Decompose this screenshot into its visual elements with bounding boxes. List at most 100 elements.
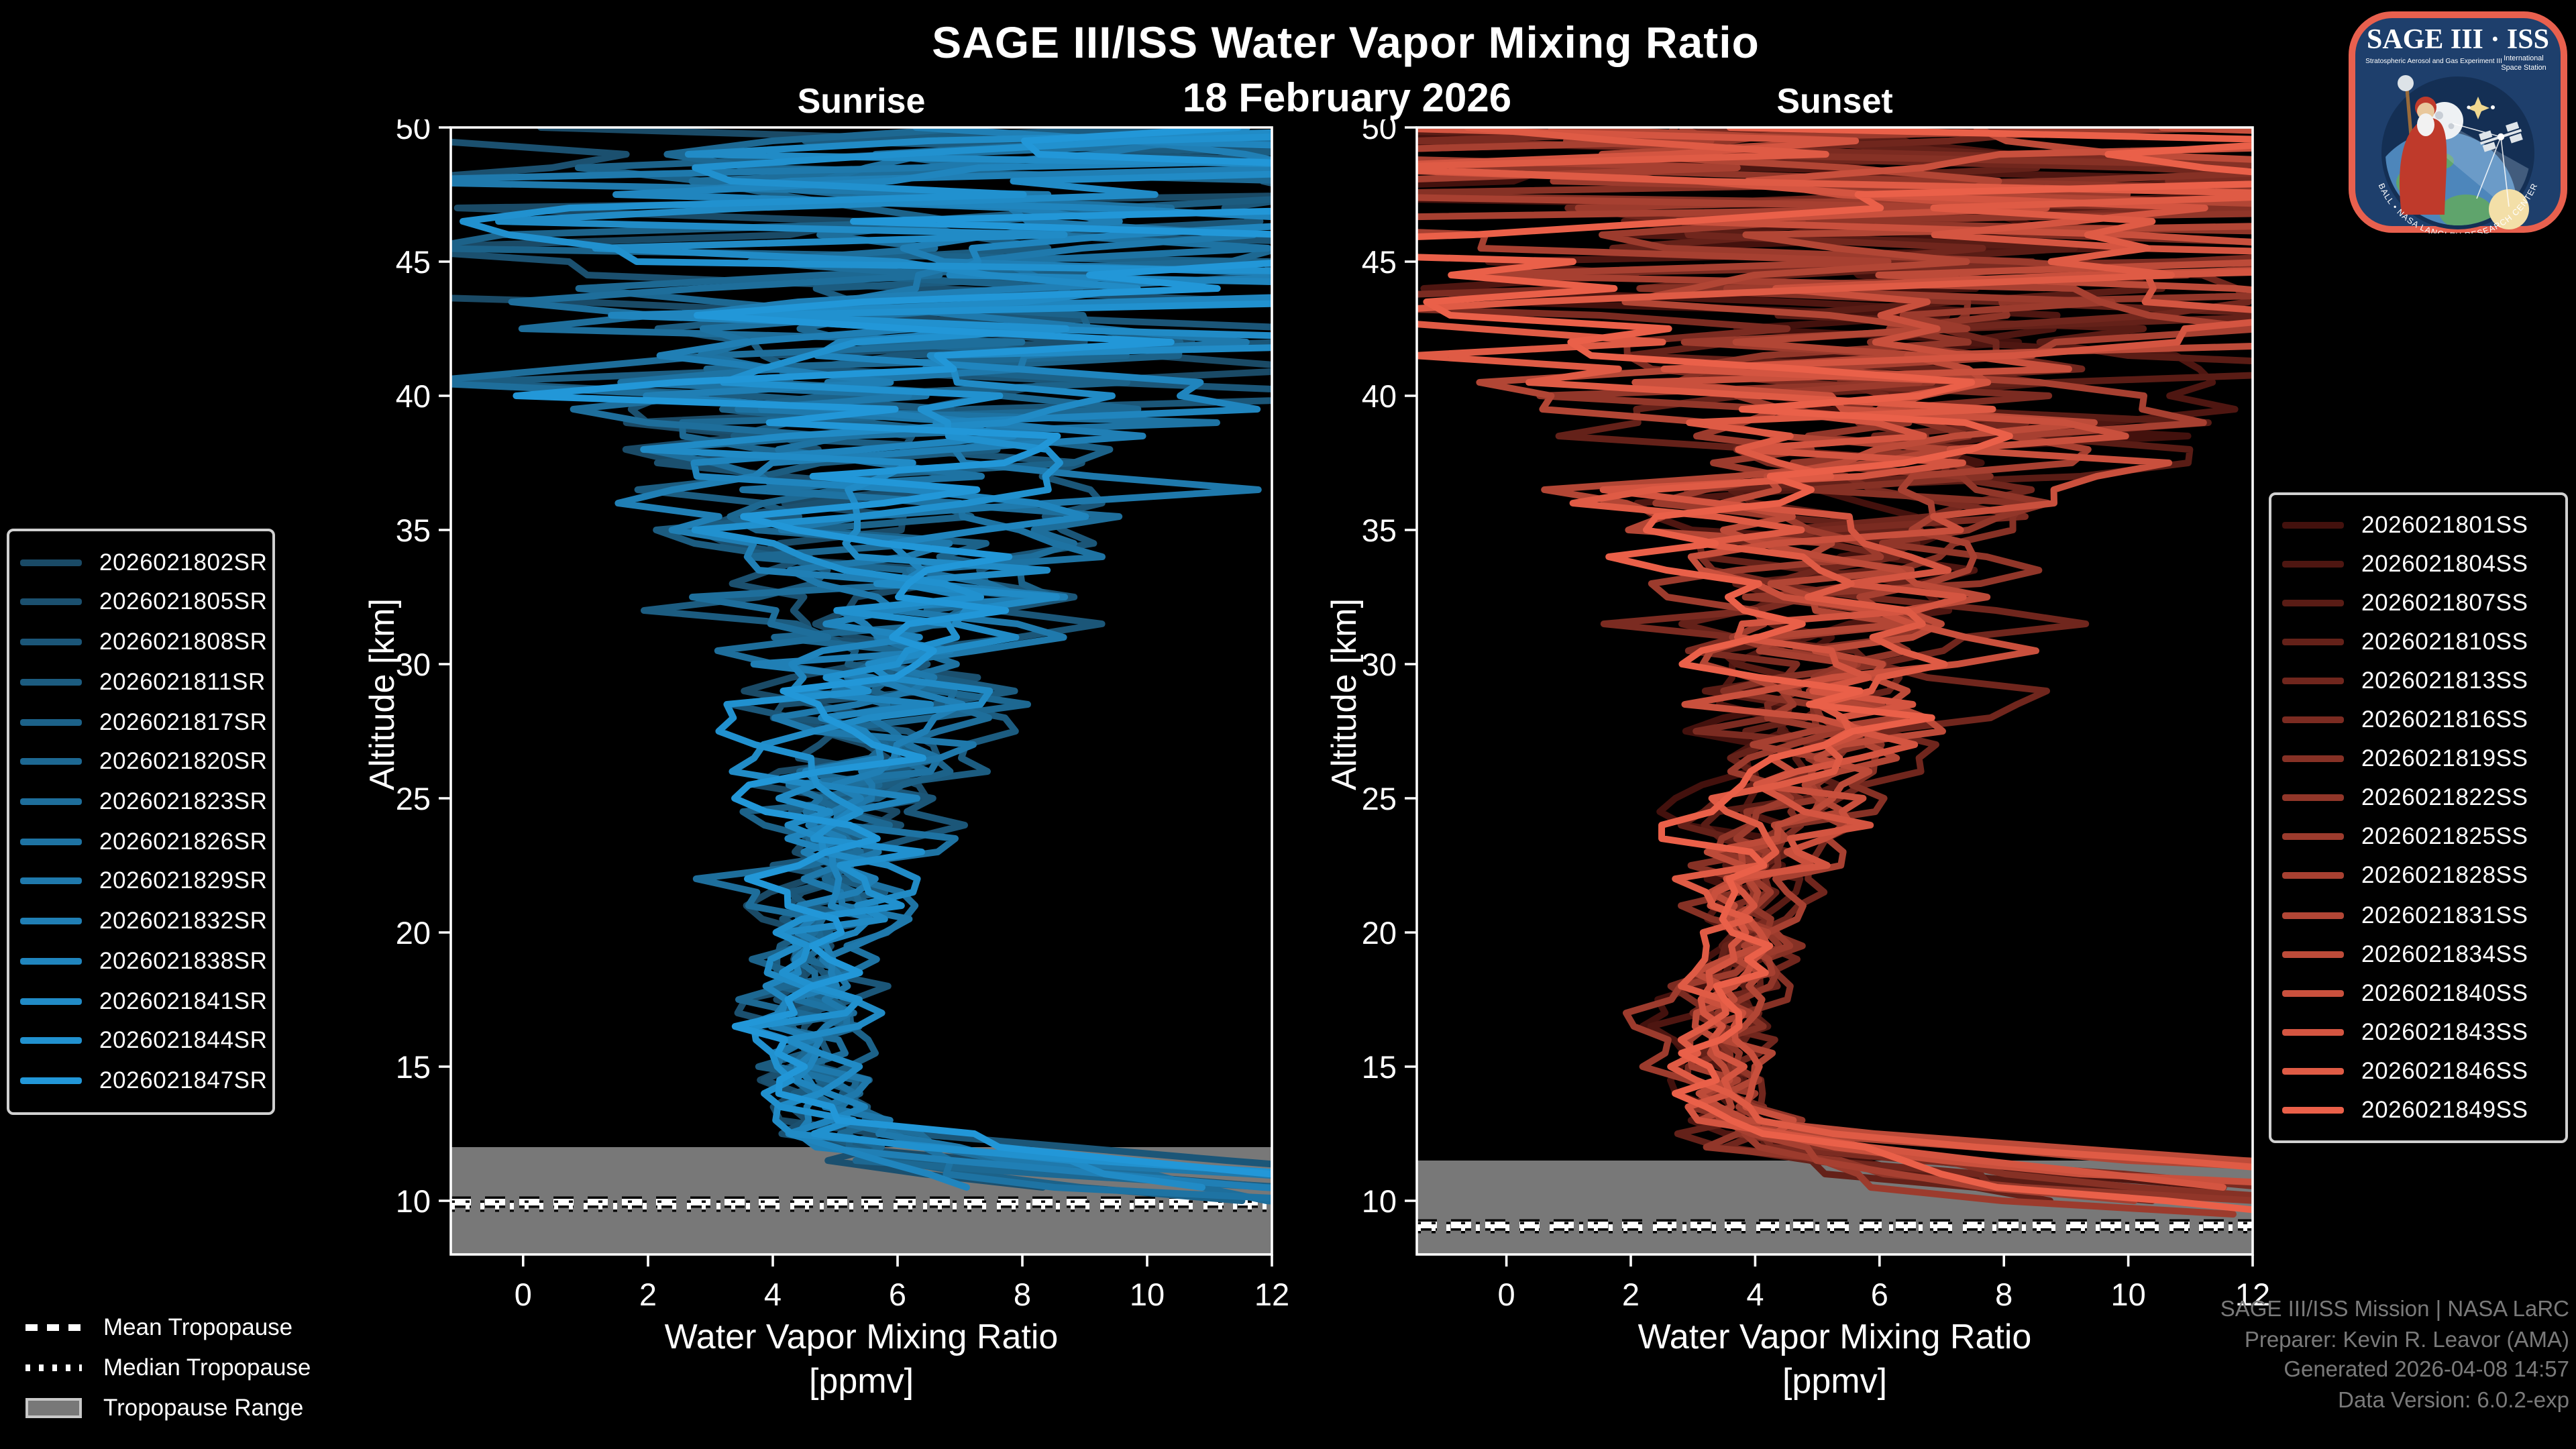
legend-item: 2026021801SS bbox=[2271, 511, 2565, 539]
legend-item: 2026021846SS bbox=[2271, 1057, 2565, 1085]
legend-event-label: 2026021847SR bbox=[99, 1067, 268, 1094]
x-tick-label: 2 bbox=[1622, 1277, 1640, 1312]
y-tick-label: 10 bbox=[396, 1183, 431, 1219]
sage-iss-logo: SAGE III · ISS Stratospheric Aerosol and… bbox=[2348, 11, 2567, 233]
legend-line-swatch-icon bbox=[20, 918, 82, 925]
legend-item: 2026021825SS bbox=[2271, 823, 2565, 851]
legend-line-swatch-icon bbox=[2282, 794, 2344, 802]
legend-item: 2026021849SS bbox=[2271, 1096, 2565, 1124]
logo-subtitle-right1: International bbox=[2504, 54, 2543, 62]
legend-event-label: 2026021805SR bbox=[99, 588, 268, 615]
logo-star bbox=[2491, 105, 2495, 109]
legend-event-label: 2026021834SS bbox=[2361, 940, 2528, 967]
legend-event-label: 2026021807SS bbox=[2361, 589, 2528, 616]
legend-line-swatch-icon bbox=[2282, 989, 2344, 997]
legend-event-label: 2026021841SR bbox=[99, 987, 268, 1014]
legend-line-swatch-icon bbox=[20, 639, 82, 646]
mean-tropopause-legend-item: Mean Tropopause bbox=[25, 1307, 311, 1347]
legend-event-label: 2026021816SS bbox=[2361, 706, 2528, 733]
x-tick-label: 6 bbox=[1871, 1277, 1888, 1312]
legend-line-swatch-icon bbox=[2282, 522, 2344, 529]
plot-frame bbox=[1415, 126, 2254, 1256]
legend-line-swatch-icon bbox=[2282, 912, 2344, 919]
legend-item: 2026021813SS bbox=[2271, 667, 2565, 695]
logo-sage-figure bbox=[2398, 75, 2447, 215]
legend-item: 2026021843SS bbox=[2271, 1018, 2565, 1046]
legend-event-label: 2026021817SR bbox=[99, 708, 268, 735]
sunset-event-legend: 2026021801SS 2026021804SS 2026021807SS 2026… bbox=[2269, 492, 2568, 1143]
legend-item: 2026021832SR bbox=[9, 907, 272, 935]
legend-item: 2026021808SR bbox=[9, 628, 272, 656]
legend-line-swatch-icon bbox=[20, 678, 82, 686]
legend-item: 2026021831SS bbox=[2271, 901, 2565, 929]
legend-line-swatch-icon bbox=[2282, 755, 2344, 763]
legend-event-label: 2026021820SR bbox=[99, 747, 268, 775]
x-tick-label: 8 bbox=[1014, 1277, 1031, 1312]
legend-event-label: 2026021846SS bbox=[2361, 1057, 2528, 1084]
legend-event-label: 2026021801SS bbox=[2361, 511, 2528, 539]
legend-line-swatch-icon bbox=[2282, 639, 2344, 646]
legend-line-swatch-icon bbox=[20, 957, 82, 965]
legend-event-label: 2026021838SR bbox=[99, 947, 268, 974]
legend-line-swatch-icon bbox=[2282, 678, 2344, 685]
legend-event-label: 2026021811SR bbox=[99, 667, 266, 695]
y-tick-label: 50 bbox=[1362, 119, 1397, 146]
legend-item: 2026021810SS bbox=[2271, 628, 2565, 656]
y-tick-label: 40 bbox=[1362, 378, 1397, 414]
y-tick-label: 20 bbox=[396, 915, 431, 951]
y-tick-label: 45 bbox=[1362, 244, 1397, 280]
x-axis-label-left: Water Vapor Mixing Ratio [ppmv] bbox=[451, 1315, 1272, 1403]
logo-moon-crater bbox=[2435, 111, 2443, 119]
legend-item: 2026021811SR bbox=[9, 668, 272, 696]
legend-line-swatch-icon bbox=[2282, 561, 2344, 568]
legend-event-label: 2026021832SR bbox=[99, 907, 268, 934]
mean-tropopause-dashed-line-icon bbox=[25, 1324, 82, 1330]
y-axis-label-right: Altitude [km] bbox=[1324, 598, 1364, 791]
logo-moon-crater bbox=[2448, 123, 2455, 129]
legend-line-swatch-icon bbox=[20, 758, 82, 765]
legend-item: 2026021828SS bbox=[2271, 862, 2565, 890]
legend-line-swatch-icon bbox=[20, 598, 82, 606]
logo-subtitle-right2: Space Station bbox=[2501, 64, 2546, 72]
logo-continent bbox=[2439, 195, 2493, 225]
attribution-mission: SAGE III/ISS Mission | NASA LaRC bbox=[2220, 1297, 2569, 1322]
logo-subtitle-left: Stratospheric Aerosol and Gas Experiment… bbox=[2365, 58, 2502, 65]
legend-line-swatch-icon bbox=[20, 838, 82, 845]
y-tick-label: 30 bbox=[396, 647, 431, 682]
legend-event-label: 2026021804SS bbox=[2361, 550, 2528, 578]
x-tick-label: 2 bbox=[639, 1277, 657, 1312]
y-tick-label: 45 bbox=[396, 244, 431, 280]
legend-event-label: 2026021831SS bbox=[2361, 901, 2528, 928]
plot-frame bbox=[449, 126, 1273, 1256]
legend-item: 2026021844SR bbox=[9, 1027, 272, 1055]
legend-line-swatch-icon bbox=[20, 877, 82, 885]
sunrise-event-legend: 2026021802SR 2026021805SR 2026021808SR 2026… bbox=[7, 529, 275, 1115]
x-tick-label: 8 bbox=[1995, 1277, 2012, 1312]
tropopause-range-swatch-icon bbox=[25, 1397, 82, 1417]
x-tick-label: 12 bbox=[1254, 1277, 1288, 1312]
legend-line-swatch-icon bbox=[2282, 1067, 2344, 1075]
figure-date: 18 February 2026 bbox=[1182, 76, 1512, 121]
x-tick-label: 4 bbox=[764, 1277, 782, 1312]
x-tick-label: 10 bbox=[2110, 1277, 2145, 1312]
legend-event-label: 2026021844SR bbox=[99, 1026, 268, 1054]
legend-line-swatch-icon bbox=[2282, 600, 2344, 607]
sunrise-plot: 0 2 4 6 8 10 12 10 15 20 25 30 35 40 45 50 bbox=[396, 119, 1288, 1312]
profile-2026021844SR bbox=[460, 133, 1272, 1176]
legend-event-label: 2026021802SR bbox=[99, 548, 268, 576]
y-tick-label: 35 bbox=[1362, 513, 1397, 548]
legend-item: 2026021838SR bbox=[9, 947, 272, 975]
logo-occultation-lines bbox=[2452, 123, 2510, 207]
profile-2026021838SR bbox=[608, 127, 1272, 1191]
x-tick-label: 0 bbox=[515, 1277, 532, 1312]
legend-item: 2026021805SR bbox=[9, 588, 272, 616]
legend-item: 2026021807SS bbox=[2271, 589, 2565, 617]
legend-event-label: 2026021825SS bbox=[2361, 822, 2528, 850]
legend-item: 2026021826SR bbox=[9, 828, 272, 856]
legend-event-label: 2026021823SR bbox=[99, 788, 268, 815]
x-tick-label: 12 bbox=[2235, 1277, 2269, 1312]
legend-item: 2026021822SS bbox=[2271, 784, 2565, 812]
logo-iss bbox=[2479, 121, 2523, 152]
y-tick-label: 15 bbox=[1362, 1049, 1397, 1085]
logo-star bbox=[2467, 105, 2471, 109]
